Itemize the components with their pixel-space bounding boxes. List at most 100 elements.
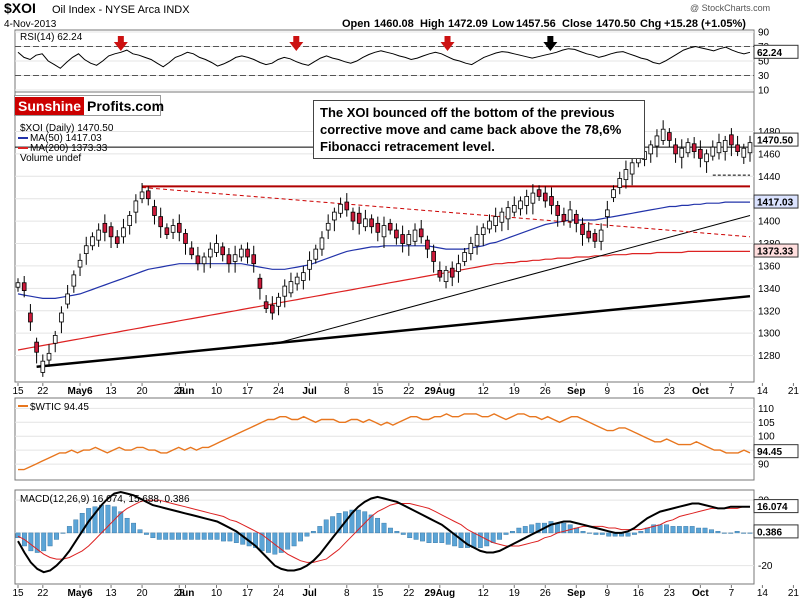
candle-body-102 [648, 144, 654, 155]
candle-66 [425, 235, 430, 259]
candle-body-41 [270, 304, 275, 314]
macd-hist-bar-112 [734, 531, 740, 534]
candle-42 [276, 292, 281, 316]
xaxis-top-label-18: Sep [567, 386, 585, 397]
candle-39 [257, 273, 263, 300]
candle-body-52 [338, 203, 343, 214]
macd-hist-bar-52 [349, 509, 355, 534]
macd-hist-bar-34 [233, 532, 239, 543]
candle-body-56 [363, 218, 368, 228]
candle-103 [654, 129, 660, 158]
candle-62 [400, 225, 405, 253]
candle-body-44 [288, 281, 294, 294]
macd-hist-bar-77 [509, 531, 515, 534]
candle-body-86 [549, 196, 554, 206]
candle-body-61 [394, 229, 399, 239]
chart-symbol: $XOI [4, 0, 36, 16]
macd-hist-bar-39 [265, 532, 271, 553]
macd-hist-bar-84 [554, 522, 560, 534]
candle-body-63 [406, 234, 412, 246]
candle-86 [549, 187, 554, 215]
xaxis-bottom-label-2: May6 [68, 588, 93, 599]
rsi-legend: RSI(14) 62.24 [20, 32, 83, 43]
sunshine-profits-logo: Sunshine Profits.com [14, 95, 164, 116]
macd-hist-bar-25 [176, 532, 181, 540]
macd-last-value-box [753, 499, 799, 514]
candle-4 [40, 354, 46, 377]
logo-part-1: Sunshine [15, 96, 85, 115]
macd-hist-bar-37 [253, 532, 259, 548]
wtic-tick-0: 90 [758, 460, 770, 471]
candle-20 [139, 183, 145, 204]
candle-body-25 [170, 225, 176, 233]
candle-body-26 [176, 222, 182, 233]
macd-hist-bar-91 [599, 532, 605, 535]
candle-9 [71, 270, 77, 293]
price-tick-0: 1280 [758, 351, 781, 362]
signal-arrow-2 [440, 36, 455, 51]
candle-body-91 [580, 224, 585, 235]
ma50-last-value-box [753, 194, 799, 209]
candle-3 [34, 337, 39, 364]
candle-43 [282, 279, 288, 308]
candle-14 [102, 214, 108, 242]
candle-body-36 [239, 248, 244, 258]
candle-107 [679, 139, 685, 169]
wtic-tick-4: 110 [758, 404, 774, 415]
macd-hist-bar-3 [34, 532, 40, 553]
xaxis-bottom-label-15: 12 [478, 588, 490, 599]
macd-hist-bar-20 [143, 532, 149, 535]
price-tick-10: 1480 [758, 127, 781, 138]
macd-hist-bar-0 [15, 532, 21, 539]
candle-117 [741, 143, 747, 164]
candle-body-49 [319, 237, 325, 250]
macd-hist-bar-16 [118, 511, 124, 534]
chart-date: 4-Nov-2013 [4, 19, 57, 30]
macd-hist-bar-57 [381, 522, 387, 534]
candle-47 [307, 251, 312, 281]
candle-64 [412, 223, 418, 246]
xaxis-top-label-8: 17 [242, 386, 254, 397]
candle-body-47 [307, 259, 312, 270]
candle-24 [164, 223, 170, 240]
candle-body-107 [679, 147, 685, 158]
candle-body-68 [437, 270, 443, 278]
macd-hist-bar-100 [657, 524, 663, 534]
macd-hist-bar-45 [304, 532, 310, 537]
candle-37 [245, 242, 250, 264]
macd-hist-bar-70 [465, 532, 470, 548]
rsi-tick-2: 50 [758, 57, 770, 68]
candle-84 [536, 185, 542, 201]
macd-hist-bar-109 [715, 531, 721, 534]
macd-hist-bar-78 [516, 527, 522, 534]
candle-96 [611, 185, 616, 203]
open-label: Open [342, 18, 370, 30]
candle-body-75 [480, 227, 486, 235]
xaxis-bottom-label-20: 16 [633, 588, 645, 599]
xaxis-bottom-label-14: 29Aug [425, 588, 456, 599]
candle-105 [667, 128, 672, 148]
macd-hist-bar-22 [156, 532, 162, 540]
candle-body-29 [195, 255, 201, 265]
candle-body-34 [226, 254, 232, 265]
candle-21 [145, 186, 151, 206]
candle-body-72 [462, 252, 467, 262]
candle-6 [52, 330, 58, 353]
candle-body-51 [332, 211, 337, 221]
candle-81 [518, 196, 523, 216]
candle-89 [567, 200, 573, 228]
macd-hist-bar-29 [201, 532, 207, 540]
candle-body-108 [685, 142, 691, 154]
support-line [272, 215, 751, 345]
candle-body-117 [741, 147, 747, 158]
xaxis-top-label-0: 15 [12, 386, 24, 397]
xaxis-top-label-6: Jun [177, 386, 195, 397]
xaxis-top-label-24: 14 [757, 386, 769, 397]
macd-hist-bar-106 [696, 527, 702, 534]
candle-28 [189, 241, 195, 260]
candle-15 [108, 222, 114, 248]
macd-hist-bar-28 [195, 532, 201, 540]
candle-body-1 [21, 282, 27, 291]
macd-hist-bar-56 [375, 517, 381, 534]
